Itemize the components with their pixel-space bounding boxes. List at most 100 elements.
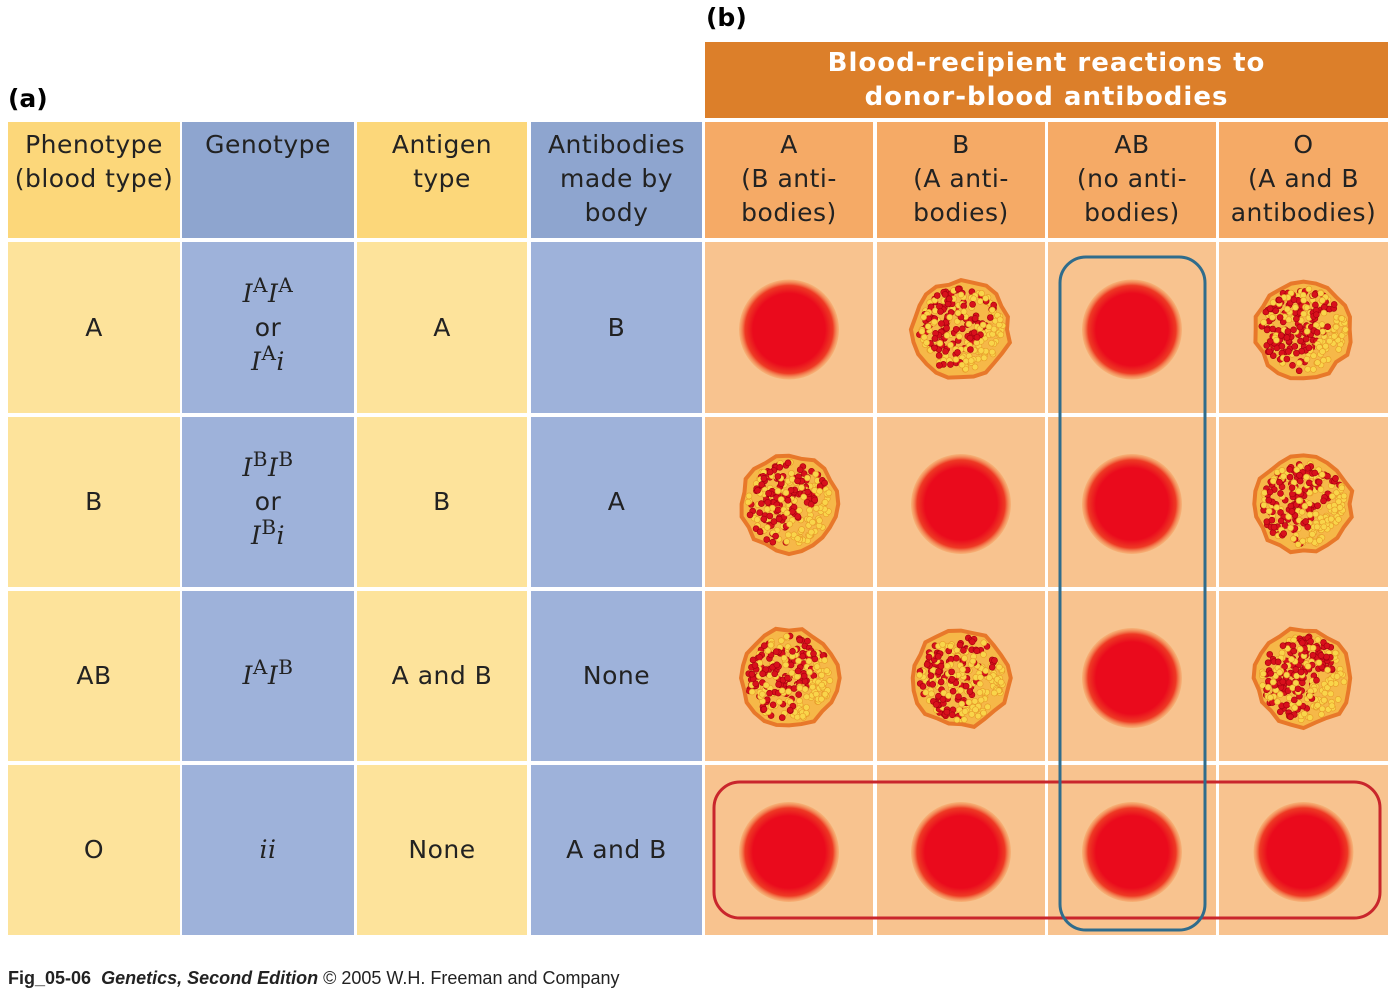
genotype-or: or (254, 487, 282, 516)
dot (936, 339, 944, 347)
dot (1298, 639, 1306, 647)
dot (1314, 701, 1321, 709)
dot (821, 690, 829, 698)
dot (1307, 638, 1314, 645)
dot (1314, 502, 1321, 509)
dot (952, 356, 960, 363)
allele-superscript: B (261, 515, 277, 539)
cell-text: B (607, 312, 626, 342)
dot (1266, 488, 1274, 496)
dot (980, 639, 988, 647)
dot (986, 674, 993, 682)
red-cell (1082, 802, 1182, 902)
dot (971, 363, 979, 371)
dot (786, 706, 794, 714)
dot (1340, 492, 1348, 500)
antibodies-cell: A (531, 417, 702, 587)
dot (1320, 356, 1327, 364)
column-highlight (1058, 255, 1207, 932)
dot (996, 316, 1004, 323)
allele-superscript: B (278, 447, 294, 471)
dot (968, 638, 976, 646)
dot (937, 662, 945, 670)
dot (1283, 355, 1291, 363)
dot (804, 488, 811, 496)
text-line: (A anti- (913, 164, 1009, 193)
antibodies-cell: B (531, 242, 702, 413)
dot (1260, 319, 1267, 326)
dot (955, 693, 962, 701)
dot (976, 680, 984, 688)
dot (794, 535, 801, 542)
dot (1320, 497, 1327, 505)
dot (1328, 702, 1336, 710)
dot (1296, 471, 1303, 479)
dot (1267, 670, 1274, 677)
dot (1285, 513, 1292, 520)
allele-superscript: B (278, 655, 294, 679)
agglutinated-cell (1252, 453, 1355, 555)
dot (968, 710, 976, 718)
red-cell (1253, 802, 1354, 902)
text-line: Antigen (391, 130, 493, 159)
dot (916, 671, 923, 679)
dot (977, 696, 985, 704)
dot (1328, 492, 1336, 500)
dot (920, 313, 927, 321)
antibodies-cell: A and B (531, 765, 702, 935)
dot (777, 496, 785, 503)
dot (772, 648, 780, 656)
dot (1293, 349, 1300, 357)
dot (812, 505, 820, 512)
dot (763, 681, 770, 689)
dot (1317, 486, 1325, 493)
dot (1290, 326, 1297, 334)
dot (1296, 323, 1304, 331)
dot (745, 492, 753, 500)
dot (774, 487, 782, 495)
allele: I (242, 661, 253, 690)
dot (1297, 668, 1305, 676)
dot (1306, 714, 1314, 721)
dot (934, 653, 942, 660)
dot (953, 716, 961, 724)
dot (752, 680, 759, 688)
dot (947, 642, 954, 650)
dot (784, 497, 792, 504)
dot (1264, 659, 1272, 666)
dot (1312, 510, 1319, 518)
dot (749, 656, 757, 664)
dot (1313, 523, 1321, 531)
dot (775, 515, 783, 523)
dot (1264, 683, 1272, 691)
dot (785, 688, 792, 695)
dot (804, 474, 811, 482)
text-line: type (413, 164, 471, 193)
dot (1303, 473, 1310, 481)
dot (1292, 666, 1300, 673)
dot (1276, 708, 1284, 716)
dot (1285, 348, 1292, 355)
text-line: O (1293, 130, 1314, 159)
dot (1259, 670, 1267, 678)
dot (763, 505, 771, 513)
dot (785, 531, 792, 539)
dot (1266, 338, 1274, 345)
dot (948, 668, 955, 676)
dot (1314, 636, 1322, 643)
agglutinated-cell (910, 628, 1013, 729)
dot (923, 339, 930, 346)
genotype-line: IBi (251, 517, 285, 553)
genotype-line: IAi (251, 343, 285, 379)
dot (1342, 326, 1349, 333)
dot (760, 705, 768, 713)
dot (1290, 296, 1298, 303)
dot (756, 653, 763, 661)
dot (1287, 502, 1295, 510)
dot (937, 678, 945, 686)
dot (756, 509, 763, 516)
dot (957, 291, 965, 299)
dot (1333, 673, 1341, 680)
dot (931, 344, 938, 352)
dot (1304, 464, 1311, 472)
